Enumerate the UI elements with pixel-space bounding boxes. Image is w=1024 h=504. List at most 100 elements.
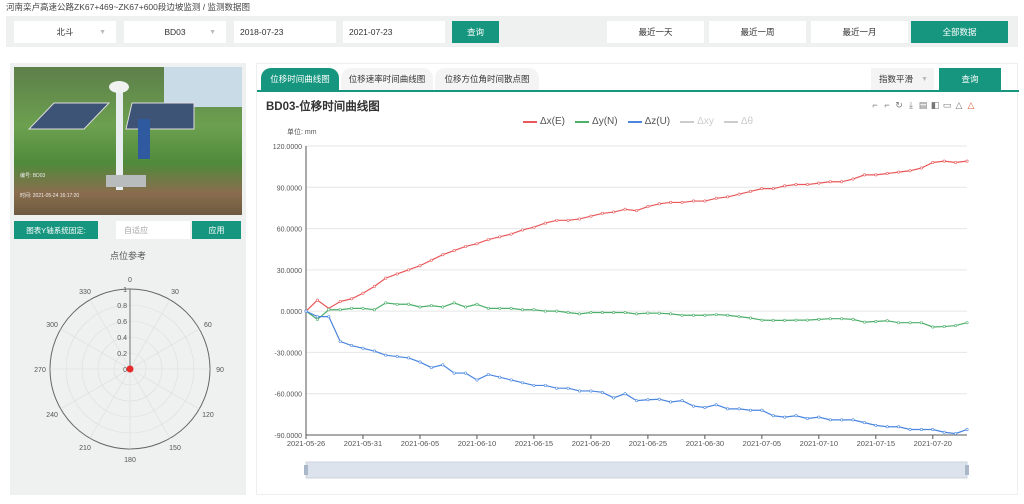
polar-title: 点位参考 <box>109 251 146 261</box>
start-date-input[interactable]: 2018-07-23 <box>234 21 336 43</box>
data-point <box>521 228 525 232</box>
data-point <box>634 399 638 403</box>
all-data-button[interactable]: 全部数据 <box>911 21 1008 43</box>
data-point <box>805 416 809 420</box>
y-axis-input[interactable]: 自适应 <box>116 221 190 239</box>
data-point <box>646 205 650 209</box>
tab-azimuth-time[interactable]: 位移方位角时间散点图 <box>435 68 539 90</box>
chart-query-button[interactable]: 查询 <box>939 68 1001 90</box>
y-axis-fix-label: 图表Y轴系统固定: <box>14 221 98 239</box>
data-point <box>429 304 433 308</box>
data-point <box>680 399 684 403</box>
data-point <box>942 430 946 434</box>
zoom-icon[interactable]: ⌐ <box>872 100 878 110</box>
data-point <box>828 418 832 422</box>
compare-icon[interactable]: ◧ <box>930 100 940 110</box>
angle-label: 240 <box>46 412 58 419</box>
data-point <box>840 317 844 321</box>
data-point <box>441 363 445 367</box>
data-point <box>338 300 342 304</box>
data-point <box>771 187 775 191</box>
download-icon[interactable]: ⤓ <box>909 100 913 110</box>
angle-label: 330 <box>79 289 91 296</box>
legend-label: Δxy <box>697 116 714 127</box>
data-point <box>931 161 935 165</box>
end-date-input[interactable]: 2021-07-23 <box>343 21 445 43</box>
unit-label: 单位: mm <box>287 129 317 136</box>
data-point <box>908 321 912 325</box>
data-point <box>657 397 661 401</box>
y-tick-label: -60.0000 <box>274 392 302 399</box>
type-value: 北斗 <box>56 27 74 37</box>
type-select[interactable]: 北斗 ▼ <box>14 21 116 43</box>
legend-item[interactable]: Δz(U) <box>627 116 670 127</box>
tab-rate-time[interactable]: 位移速率时间曲线图 <box>341 68 433 90</box>
data-point <box>418 360 422 364</box>
data-view-icon[interactable]: ▤ <box>918 100 928 110</box>
device-select[interactable]: BD03 ▼ <box>124 21 226 43</box>
data-point <box>384 276 388 280</box>
data-point <box>634 312 638 316</box>
data-point <box>669 312 673 316</box>
restore-icon[interactable]: ↻ <box>895 100 903 110</box>
data-point <box>623 207 627 211</box>
polar-spoke <box>129 328 200 370</box>
angle-label: 300 <box>46 322 58 329</box>
y-tick-label: -30.0000 <box>274 350 302 357</box>
data-point <box>646 398 650 402</box>
data-point <box>315 315 319 319</box>
data-point <box>464 305 468 309</box>
legend-item[interactable]: Δθ <box>723 116 753 127</box>
chart-title: BD03-位移时间曲线图 <box>266 101 380 113</box>
zoom-reset-icon[interactable]: ⌐ <box>884 100 890 110</box>
polar-spoke <box>129 368 200 410</box>
data-point <box>589 389 593 393</box>
end-date-value: 2021-07-23 <box>349 27 393 37</box>
data-point <box>771 414 775 418</box>
legend-item[interactable]: Δy(N) <box>575 116 618 127</box>
data-point <box>919 321 923 325</box>
legend-line-icon <box>523 120 537 123</box>
data-point <box>350 306 354 310</box>
x-tick-label: 2021-05-26 <box>287 439 325 448</box>
legend-item[interactable]: Δx(E) <box>523 116 565 127</box>
legend-item[interactable]: Δxy <box>680 116 714 127</box>
window-icon[interactable]: ▭ <box>942 100 952 110</box>
site-photo: 编号: BD03 时间: 2021-05-24 16:17:20 <box>14 67 242 215</box>
smoothing-select[interactable]: 指数平滑 ▼ <box>871 68 934 90</box>
data-point <box>338 308 342 312</box>
polar-spoke <box>89 299 131 370</box>
data-point <box>714 403 718 407</box>
data-point <box>532 308 536 312</box>
last-week-button[interactable]: 最近一周 <box>709 21 806 43</box>
data-point <box>760 408 764 412</box>
data-point <box>315 298 319 302</box>
data-point <box>464 371 468 375</box>
angle-label: 210 <box>79 445 91 452</box>
data-point <box>361 306 365 310</box>
x-tick-label: 2021-07-20 <box>914 439 952 448</box>
last-month-button[interactable]: 最近一月 <box>811 21 908 43</box>
data-point <box>783 415 787 419</box>
x-tick-label: 2021-06-25 <box>629 439 667 448</box>
data-point <box>464 244 468 248</box>
angle-label: 120 <box>202 412 214 419</box>
data-point <box>509 306 513 310</box>
tab-displacement-time[interactable]: 位移时间曲线图 <box>261 68 339 90</box>
y-tick-label: 90.0000 <box>277 185 302 192</box>
data-point <box>452 249 456 253</box>
legend-line-icon <box>723 120 738 123</box>
device-value: BD03 <box>164 27 186 37</box>
data-point <box>623 311 627 315</box>
data-point <box>350 344 354 348</box>
data-point <box>566 311 570 315</box>
query-button[interactable]: 查询 <box>452 21 499 43</box>
alarm-icon[interactable]: △ <box>967 100 975 110</box>
apply-button[interactable]: 应用 <box>192 221 241 239</box>
last-day-button[interactable]: 最近一天 <box>607 21 704 43</box>
breadcrumb-project[interactable]: 河南栾卢高速公路ZK67+469~ZK67+600段边坡监测 <box>6 2 201 12</box>
data-point <box>429 258 433 262</box>
data-point <box>794 414 798 418</box>
data-point <box>942 159 946 163</box>
bell-icon[interactable]: △ <box>955 100 963 110</box>
